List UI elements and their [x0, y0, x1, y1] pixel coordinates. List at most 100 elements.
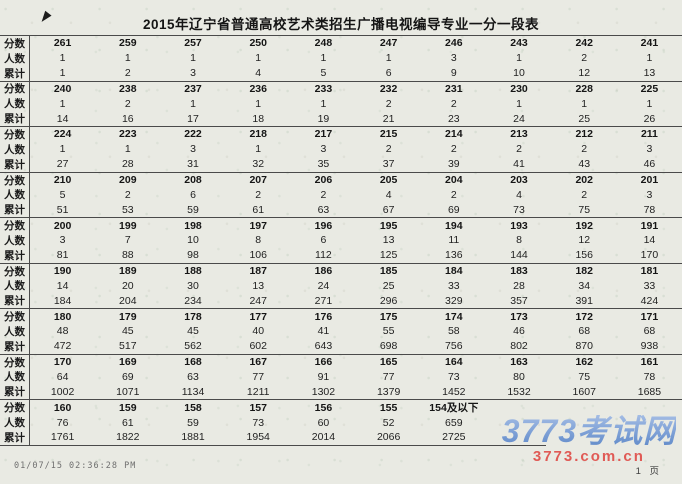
row-label: 累计 [0, 338, 30, 354]
count-cell: 6 [190, 188, 196, 201]
score-cell: 162 [575, 356, 593, 369]
score-cell: 180 [53, 310, 72, 323]
table-row: 人数 1 1 1 1 1 1 3 1 2 1 [0, 50, 682, 66]
cumulative-cell: 46 [643, 158, 656, 171]
cumulative-cell: 43 [578, 158, 591, 171]
count-cell: 1 [255, 97, 262, 110]
count-cell: 3 [190, 143, 196, 156]
cumulative-cell: 18 [252, 112, 265, 125]
count-cell: 55 [382, 325, 395, 338]
cumulative-cell: 1302 [311, 385, 336, 398]
count-cell: 77 [252, 370, 265, 383]
row-label: 人数 [0, 141, 30, 157]
cumulative-cell: 61 [252, 203, 265, 216]
cumulative-cell: 296 [379, 294, 398, 307]
cumulative-cell: 39 [447, 158, 460, 171]
table-bottom-rule [0, 444, 546, 446]
row-label: 人数 [0, 415, 30, 430]
score-cell: 168 [184, 356, 202, 369]
table-row: 累计 81 88 98 106 112 125 136 144 156 170 [0, 247, 682, 263]
row-label: 人数 [0, 232, 30, 248]
count-cell: 1 [646, 52, 653, 65]
score-cell: 192 [575, 219, 593, 232]
score-cell: 185 [379, 265, 398, 278]
score-cell: 224 [53, 128, 72, 141]
table-row: 人数 76 61 59 73 60 52 659 [0, 415, 682, 430]
row-label: 人数 [0, 187, 30, 203]
count-cell: 76 [56, 416, 69, 429]
count-cell: 1 [124, 143, 131, 156]
count-cell: 1 [59, 52, 66, 65]
row-label: 分数 [0, 309, 30, 325]
table-row: 分数 240 238 237 236 233 232 231 230 228 225 [0, 81, 682, 97]
count-cell: 45 [121, 325, 134, 338]
table-row: 累计 1761 1822 1881 1954 2014 2066 2725 [0, 429, 682, 445]
score-cell: 213 [510, 128, 528, 141]
score-cell: 188 [184, 265, 202, 278]
score-cell: 165 [379, 356, 398, 369]
table-row: 人数 5 2 6 2 2 4 2 4 2 3 [0, 187, 682, 203]
count-cell: 45 [187, 325, 199, 338]
cumulative-cell: 14 [56, 112, 69, 125]
cumulative-cell: 602 [249, 340, 267, 353]
score-cell: 195 [379, 219, 398, 232]
cumulative-cell: 59 [187, 203, 199, 216]
cumulative-cell: 156 [575, 249, 593, 262]
score-cell: 167 [249, 356, 267, 369]
score-cell: 225 [640, 82, 659, 95]
count-cell: 2 [581, 143, 588, 156]
count-cell: 4 [516, 188, 522, 201]
count-cell: 61 [121, 416, 134, 429]
cumulative-cell: 112 [315, 249, 332, 262]
score-cell: 236 [249, 82, 267, 95]
count-cell: 11 [448, 234, 460, 247]
cumulative-cell: 136 [445, 249, 463, 262]
score-cell: 208 [184, 174, 202, 187]
cumulative-cell: 37 [382, 158, 395, 171]
table-row: 分数 224 223 222 218 217 215 214 213 212 211 [0, 127, 682, 142]
row-label: 分数 [0, 127, 30, 142]
count-cell: 3 [646, 188, 653, 201]
score-cell: 207 [249, 174, 267, 187]
cumulative-cell: 938 [640, 340, 659, 353]
count-cell: 2 [320, 188, 327, 201]
count-cell: 2 [581, 188, 588, 201]
score-cell: 174 [445, 310, 463, 323]
cumulative-cell: 1685 [637, 385, 662, 398]
count-cell: 2 [124, 97, 131, 110]
score-cell: 159 [119, 401, 137, 414]
score-cell: 196 [314, 219, 333, 232]
count-cell: 73 [447, 370, 460, 383]
score-cell: 158 [184, 401, 202, 414]
count-cell: 659 [445, 416, 463, 429]
count-cell: 2 [450, 188, 457, 201]
table-row: 分数 200 199 198 197 196 195 194 193 192 191 [0, 218, 682, 233]
cumulative-cell: 35 [317, 158, 330, 171]
table-block: 分数 200 199 198 197 196 195 194 193 192 191 人数 3 7 10 8 6… [0, 217, 682, 263]
cumulative-cell: 204 [119, 294, 137, 307]
count-cell: 80 [513, 370, 525, 383]
score-cell: 199 [119, 219, 137, 232]
cumulative-cell: 73 [513, 203, 525, 216]
score-cell: 243 [510, 37, 528, 50]
table-block: 分数 240 238 237 236 233 232 231 230 228 225 人数 1 2 1 1 1 2… [0, 80, 682, 127]
cumulative-cell: 2 [124, 67, 131, 80]
cumulative-cell: 81 [56, 249, 69, 262]
footer-timestamp: 01/07/15 02:36:28 PM [14, 461, 137, 471]
count-cell: 48 [56, 325, 69, 338]
watermark: 3773考试网 3773.com.cn [502, 415, 676, 464]
table-block: 分数 170 169 168 167 166 165 164 163 162 161 人数 64 69 63… [0, 353, 682, 400]
count-cell: 75 [578, 370, 591, 383]
cumulative-cell: 2066 [376, 431, 401, 444]
cumulative-cell: 1761 [50, 431, 75, 444]
count-cell: 2 [516, 143, 522, 156]
count-cell: 2 [124, 188, 131, 201]
score-cell: 217 [314, 128, 333, 141]
count-cell: 33 [447, 279, 460, 292]
score-cell: 210 [53, 174, 72, 187]
count-cell: 1 [255, 52, 262, 65]
score-cell: 231 [445, 82, 463, 95]
count-cell: 33 [643, 279, 656, 292]
count-cell: 3 [320, 143, 327, 156]
row-label: 分数 [0, 354, 30, 370]
